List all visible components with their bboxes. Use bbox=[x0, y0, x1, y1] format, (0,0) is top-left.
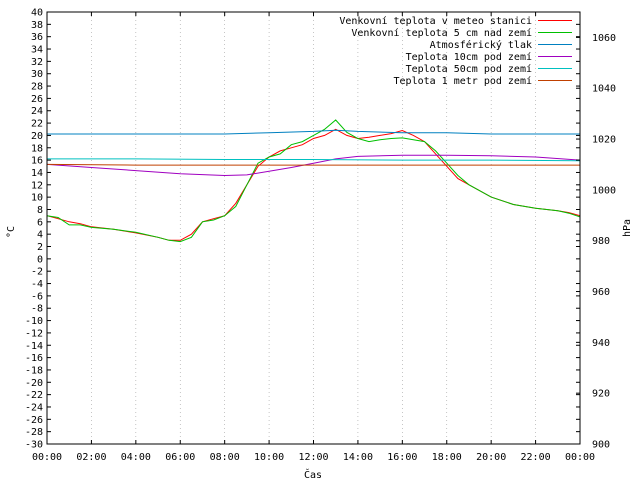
x-tick-label: 20:00 bbox=[476, 452, 506, 463]
left-tick-label: 38 bbox=[31, 20, 43, 31]
left-tick-label: 16 bbox=[31, 156, 43, 167]
legend-entry-label: Venkovní teplota 5 cm nad zemí bbox=[351, 27, 532, 39]
x-tick-label: 06:00 bbox=[165, 452, 195, 463]
left-tick-label: -12 bbox=[25, 328, 43, 339]
x-tick-label: 00:00 bbox=[565, 452, 595, 463]
left-tick-label: 22 bbox=[31, 119, 43, 130]
left-tick-label: -20 bbox=[25, 378, 43, 389]
left-axis: -30-28-26-24-22-20-18-16-14-12-10-8-6-4-… bbox=[25, 8, 580, 451]
legend-entry-label: Teplota 50cm pod zemí bbox=[406, 63, 532, 75]
left-tick-label: 20 bbox=[31, 131, 43, 142]
x-tick-label: 16:00 bbox=[387, 452, 417, 463]
left-tick-label: -22 bbox=[25, 390, 43, 401]
left-tick-label: 12 bbox=[31, 180, 43, 191]
legend: Venkovní teplota v meteo staniciVenkovní… bbox=[339, 15, 572, 87]
x-axis: 00:00 02:00 04:00 06:00 08:00 10:00 12:00 14:00… bbox=[32, 12, 595, 463]
legend-entry-label: Venkovní teplota v meteo stanici bbox=[339, 15, 532, 27]
right-tick-label: 1040 bbox=[592, 84, 616, 95]
left-tick-label: 26 bbox=[31, 94, 43, 105]
left-tick-label: 24 bbox=[31, 106, 43, 117]
left-tick-label: -2 bbox=[31, 267, 43, 278]
x-tick-label: 10:00 bbox=[254, 452, 284, 463]
left-tick-label: -14 bbox=[25, 341, 43, 352]
x-tick-label: 08:00 bbox=[210, 452, 240, 463]
left-tick-label: 4 bbox=[37, 230, 43, 241]
left-tick-label: -10 bbox=[25, 316, 43, 327]
y-axis-label-left: °C bbox=[6, 226, 17, 238]
x-tick-label: 02:00 bbox=[76, 452, 106, 463]
left-tick-label: 0 bbox=[37, 254, 43, 265]
x-tick-label: 04:00 bbox=[121, 452, 151, 463]
right-tick-label: 980 bbox=[592, 236, 610, 247]
left-tick-label: 14 bbox=[31, 168, 43, 179]
series-line-2 bbox=[46, 119, 581, 243]
left-tick-label: 6 bbox=[37, 217, 43, 228]
x-axis-label: Čas bbox=[304, 468, 322, 480]
left-tick-label: 28 bbox=[31, 82, 43, 93]
right-tick-label: 960 bbox=[592, 287, 610, 298]
left-tick-label: 32 bbox=[31, 57, 43, 68]
grid bbox=[91, 12, 536, 444]
series-line-3 bbox=[47, 129, 580, 135]
right-tick-label: 940 bbox=[592, 338, 610, 349]
right-tick-label: 1020 bbox=[592, 135, 616, 146]
right-tick-label: 1000 bbox=[592, 185, 616, 196]
left-tick-label: -8 bbox=[31, 304, 43, 315]
right-tick-label: 920 bbox=[592, 389, 610, 400]
right-tick-label: 900 bbox=[592, 440, 610, 451]
left-tick-label: 30 bbox=[31, 69, 43, 80]
left-tick-label: 18 bbox=[31, 143, 43, 154]
left-tick-label: -6 bbox=[31, 291, 43, 302]
legend-entry-label: Teplota 1 metr pod zemí bbox=[394, 75, 532, 87]
legend-entry-label: Atmosférický tlak bbox=[430, 39, 532, 51]
series-line-5 bbox=[47, 158, 581, 162]
left-tick-label: 40 bbox=[31, 8, 43, 19]
x-tick-label: 12:00 bbox=[298, 452, 328, 463]
x-tick-label: 14:00 bbox=[343, 452, 373, 463]
x-tick-label: 18:00 bbox=[432, 452, 462, 463]
left-tick-label: -24 bbox=[25, 402, 43, 413]
y-axis-label-right: hPa bbox=[622, 219, 633, 237]
x-tick-label: 22:00 bbox=[521, 452, 551, 463]
left-tick-label: -28 bbox=[25, 427, 43, 438]
left-tick-label: 2 bbox=[37, 242, 43, 253]
left-tick-label: -26 bbox=[25, 415, 43, 426]
right-tick-label: 1060 bbox=[592, 33, 616, 44]
left-tick-label: 36 bbox=[31, 32, 43, 43]
right-axis: 900 920 940 960 980 1000 1020 1040 1060 bbox=[576, 33, 616, 451]
legend-entry-label: Teplota 10cm pod zemí bbox=[406, 51, 532, 63]
series-line-6 bbox=[46, 163, 580, 166]
left-tick-label: -16 bbox=[25, 353, 43, 364]
series-layer bbox=[46, 119, 581, 243]
x-tick-label: 00:00 bbox=[32, 452, 62, 463]
left-tick-label: -4 bbox=[31, 279, 43, 290]
left-tick-label: 34 bbox=[31, 45, 43, 56]
left-tick-label: 10 bbox=[31, 193, 43, 204]
left-tick-label: 8 bbox=[37, 205, 43, 216]
left-tick-label: -18 bbox=[25, 365, 43, 376]
left-tick-label: -30 bbox=[25, 440, 43, 451]
